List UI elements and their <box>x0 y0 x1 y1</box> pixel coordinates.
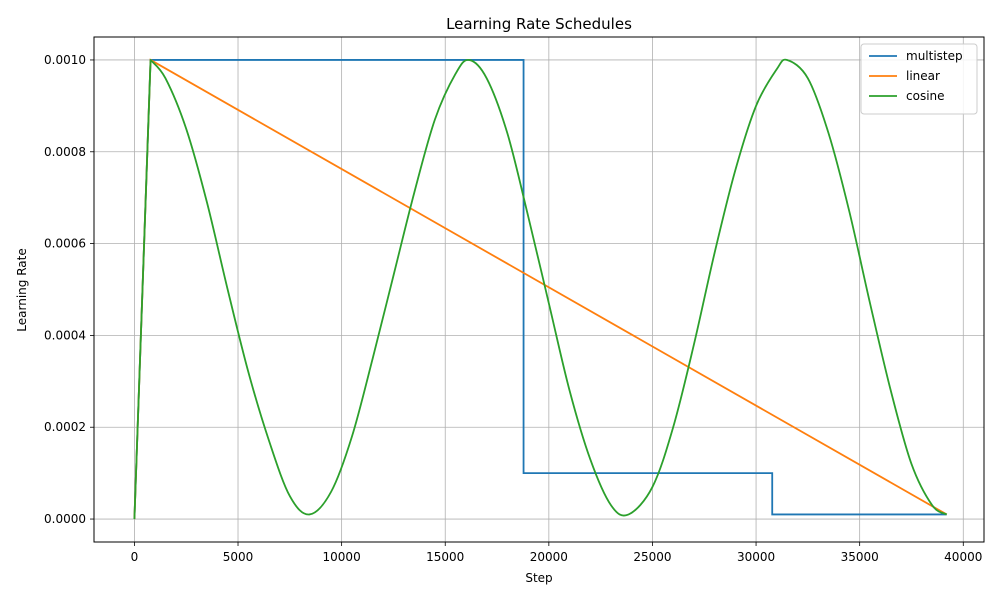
y-axis-ticks: 0.0000 0.0002 0.0004 0.0006 0.0008 0.0010 <box>44 53 94 526</box>
x-tick-label: 15000 <box>426 550 464 564</box>
y-tick-label: 0.0002 <box>44 420 86 434</box>
x-tick-label: 5000 <box>223 550 254 564</box>
series-line-cosine <box>133 58 948 520</box>
y-tick-label: 0.0008 <box>44 145 86 159</box>
legend-label-cosine: cosine <box>906 89 945 103</box>
x-tick-label: 10000 <box>323 550 361 564</box>
y-tick-label: 0.0006 <box>44 237 86 251</box>
y-axis-label: Learning Rate <box>15 248 29 331</box>
x-tick-label: 30000 <box>737 550 775 564</box>
x-tick-label: 25000 <box>633 550 671 564</box>
x-tick-label: 40000 <box>944 550 982 564</box>
x-tick-label: 35000 <box>841 550 879 564</box>
legend-label-multistep: multistep <box>906 49 963 63</box>
x-tick-label: 20000 <box>530 550 568 564</box>
y-tick-label: 0.0010 <box>44 53 86 67</box>
legend: multistep linear cosine <box>860 43 978 115</box>
x-axis-label: Step <box>525 571 552 585</box>
grid <box>94 37 984 542</box>
plot-frame <box>93 36 985 543</box>
chart-title: Learning Rate Schedules <box>446 15 632 33</box>
x-axis-ticks: 0 5000 10000 15000 20000 25000 30000 35000 40000 <box>131 542 982 564</box>
y-tick-label: 0.0000 <box>44 512 86 526</box>
x-tick-label: 0 <box>131 550 139 564</box>
series-lines <box>133 58 948 520</box>
legend-label-linear: linear <box>906 69 940 83</box>
y-tick-label: 0.0004 <box>44 328 86 342</box>
